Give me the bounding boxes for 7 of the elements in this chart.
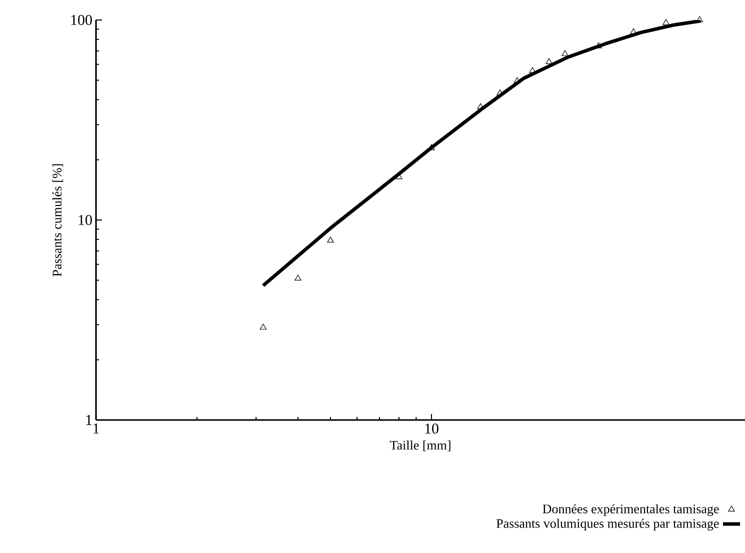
y-axis-title: Passants cumulés [%] <box>52 164 64 276</box>
legend-label: Données expérimentales tamisage <box>542 504 719 516</box>
legend-label: Passants volumiques mesurés par tamisage <box>496 518 719 531</box>
y-tick-label: 10 <box>78 214 92 226</box>
y-tick-label: 100 <box>71 14 92 26</box>
x-axis-title: Taille [mm] <box>390 440 450 452</box>
y-tick-label: 1 <box>86 415 92 425</box>
